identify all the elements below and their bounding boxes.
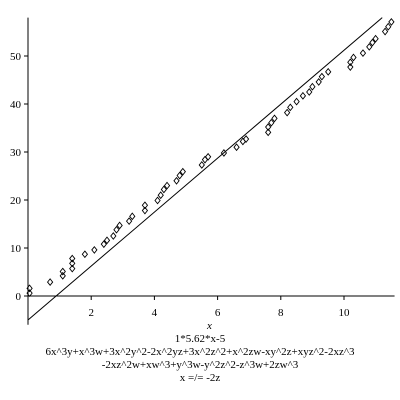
data-point (154, 196, 161, 205)
data-point (141, 201, 149, 210)
data-point (293, 97, 300, 106)
data-point (347, 63, 354, 71)
data-point (204, 152, 212, 161)
x-tick-label: 10 (339, 307, 351, 319)
data-point (385, 22, 392, 31)
data-point (359, 49, 367, 58)
x-axis-title: x (207, 320, 212, 332)
data-point (381, 27, 389, 36)
data-point (372, 34, 379, 43)
data-point (100, 240, 107, 249)
data-point (299, 91, 307, 100)
data-point (388, 17, 395, 26)
data-point (318, 72, 326, 81)
data-point (59, 267, 66, 276)
data-point (369, 38, 376, 47)
data-point (347, 58, 354, 67)
data-point (239, 137, 247, 146)
data-point (26, 289, 33, 298)
axes-layer: 2 4 6 8 10 0 10 20 30 40 50 (10, 17, 395, 325)
data-point (59, 271, 66, 280)
data-point (265, 123, 272, 131)
data-point (220, 149, 228, 157)
x-tick-label: 2 (88, 307, 94, 319)
data-point (271, 114, 278, 123)
data-point (350, 53, 357, 62)
data-point (176, 171, 183, 180)
data-point (113, 225, 120, 234)
data-point (198, 161, 205, 169)
data-point (179, 167, 186, 176)
data-point (315, 77, 322, 86)
data-point (157, 191, 164, 200)
data-point (163, 181, 171, 190)
y-tick-label: 20 (10, 195, 22, 207)
data-point (160, 185, 168, 194)
data-point (125, 217, 133, 226)
data-point (173, 176, 180, 185)
y-tick-label: 40 (10, 99, 22, 111)
data-point (233, 143, 240, 152)
data-point (91, 245, 98, 254)
data-point (129, 212, 136, 221)
data-point (110, 232, 117, 240)
data-point (283, 108, 291, 117)
x-tick-label: 4 (152, 307, 158, 319)
data-point (309, 82, 316, 91)
caption-line-1: 1*5.62*x-5 (174, 333, 226, 345)
data-point (265, 128, 272, 137)
data-point (201, 155, 209, 164)
y-tick-label: 50 (10, 51, 22, 63)
fit-line-layer (27, 17, 383, 321)
data-point (366, 42, 373, 51)
data-point (287, 103, 294, 112)
caption-line-4: x =/= -2z (179, 372, 221, 384)
data-point (46, 278, 54, 287)
data-point (103, 236, 111, 245)
data-point (81, 250, 89, 259)
fit-line (27, 17, 383, 321)
caption-line-3: -2xz^2w+xw^3+y^3w-y^2z^2-z^3w+2zw^3 (101, 359, 299, 371)
data-point (141, 206, 149, 215)
data-point (69, 264, 76, 273)
y-tick-label: 30 (10, 147, 22, 159)
x-tick-label: 6 (215, 307, 221, 319)
data-point (26, 284, 33, 293)
data-point (325, 67, 332, 76)
x-tick-label: 8 (278, 307, 284, 319)
caption-line-2: 6x^3y+x^3w+3x^2y^2-2x^2yz+3x^2z^2+x^2zw-… (45, 346, 355, 358)
data-point (242, 135, 250, 143)
points-layer (26, 17, 395, 298)
data-point (116, 221, 123, 230)
data-point (69, 259, 76, 268)
data-point (268, 118, 275, 127)
y-tick-label: 0 (16, 291, 22, 303)
data-point (69, 254, 76, 263)
data-point (306, 88, 313, 96)
y-tick-label: 10 (10, 243, 22, 255)
